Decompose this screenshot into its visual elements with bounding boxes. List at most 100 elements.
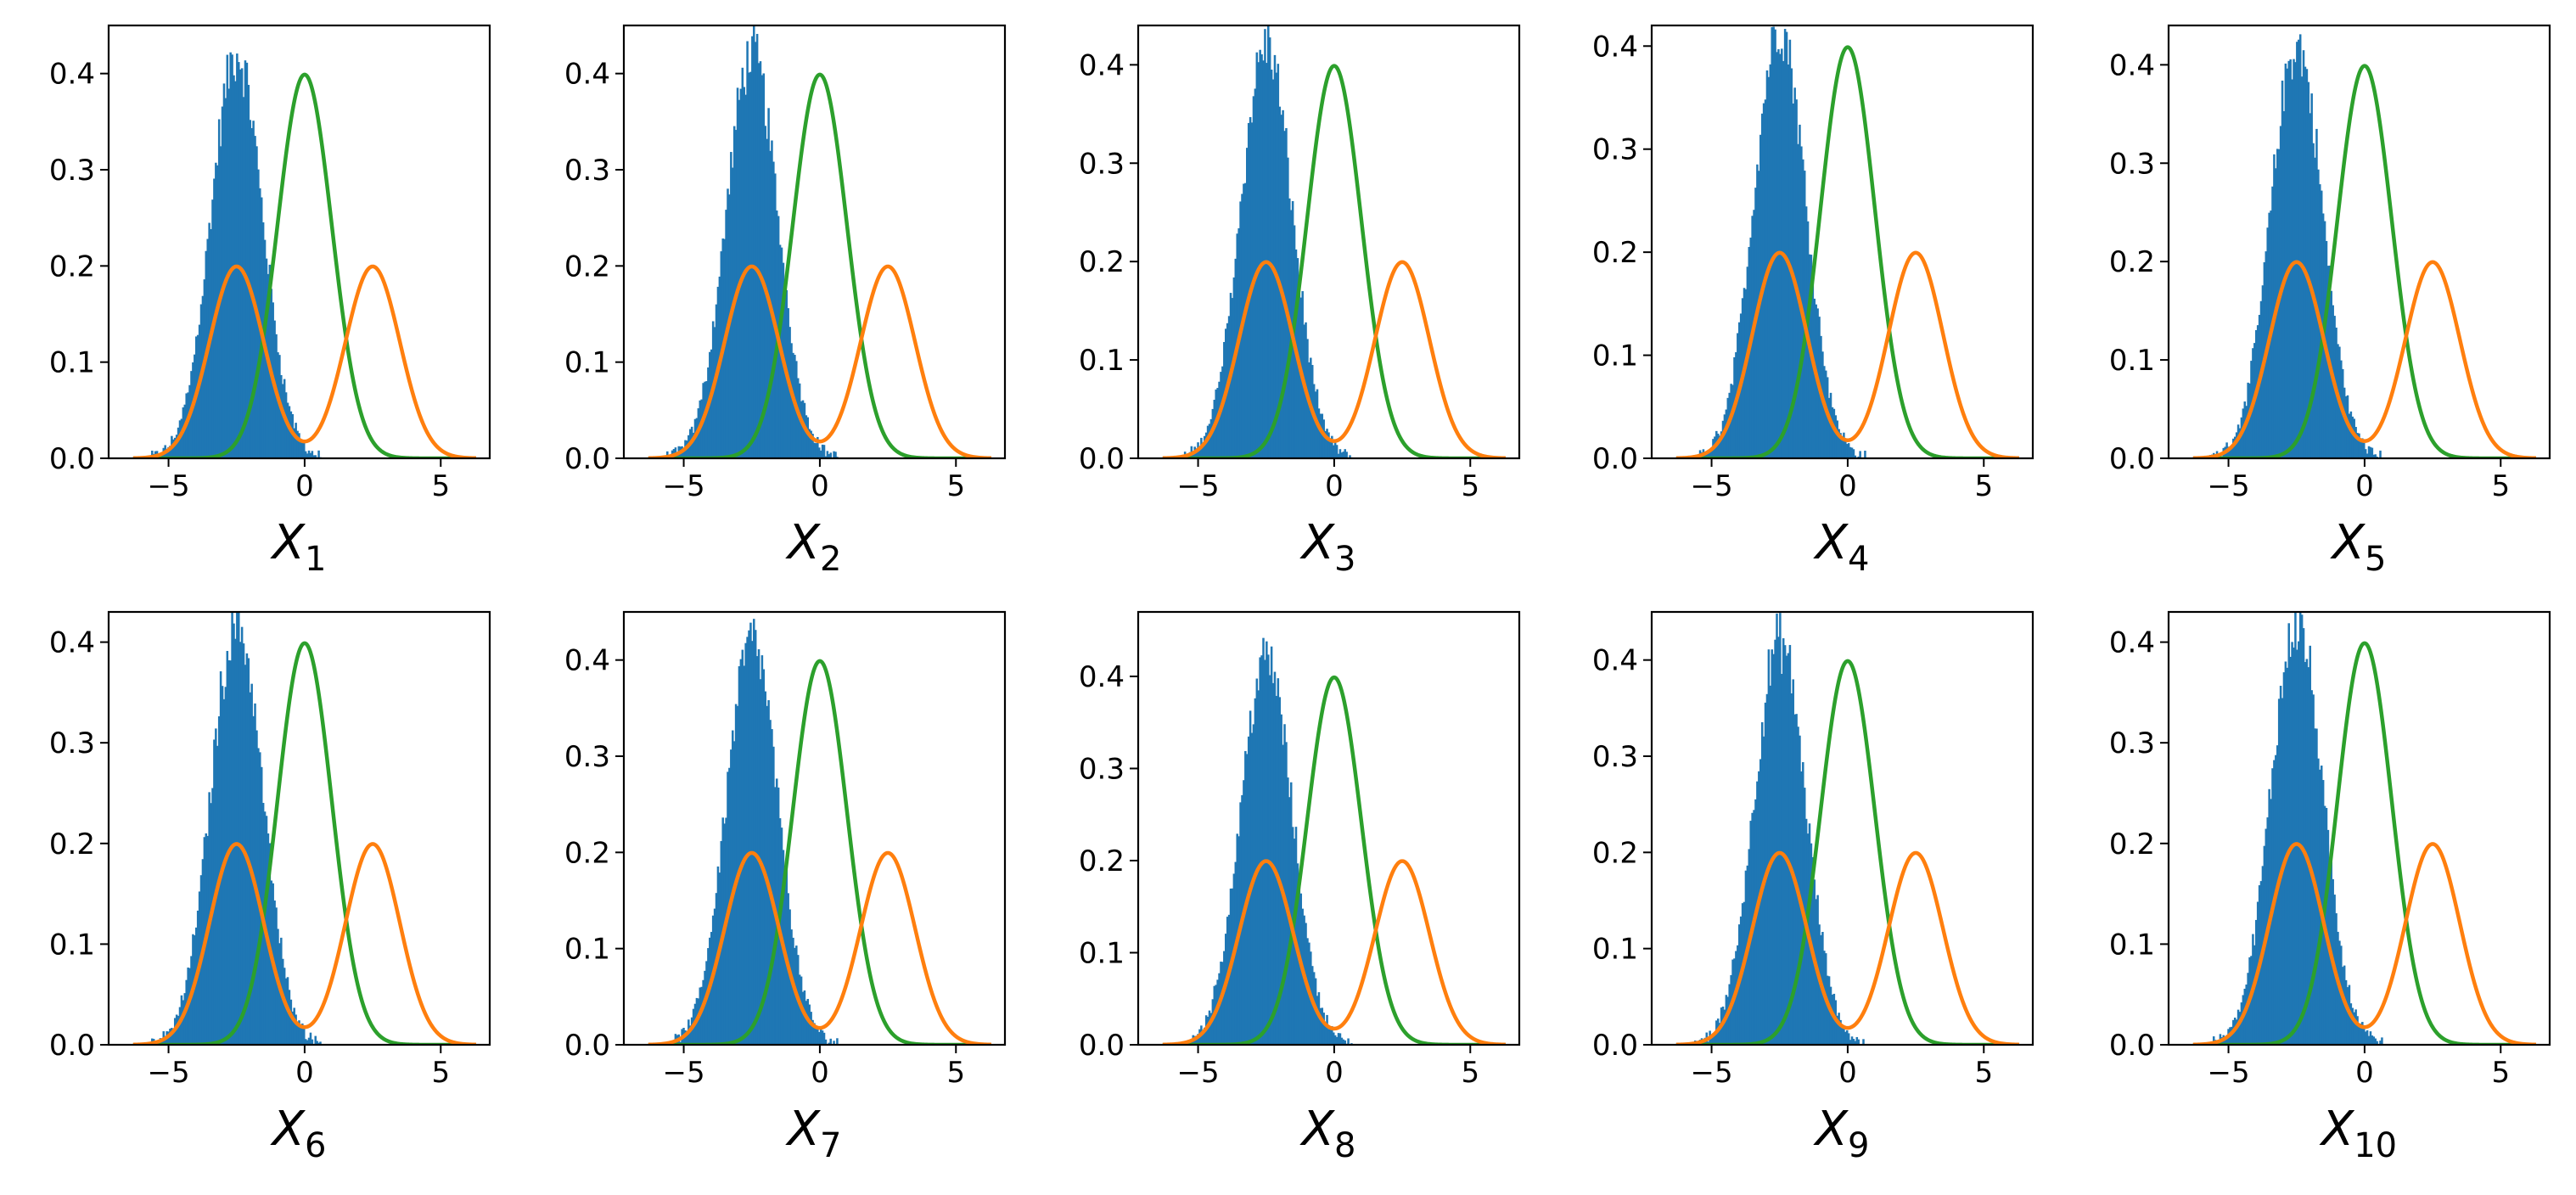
histogram-bar [206,835,209,1045]
histogram-bar [836,1038,839,1045]
histogram-bar [1703,453,1707,458]
histogram-bar [2233,436,2236,458]
histogram-bar [757,648,760,1045]
histogram-bar [245,62,249,458]
histogram-bar [748,630,750,1045]
histogram-bar [288,990,291,1045]
histogram-bar [1721,420,1725,458]
histogram-bar [1823,366,1826,458]
subplot-6: −5 0 5 0.0 0.1 0.2 0.3 0.4 X6 [49,610,491,1165]
histogram-bar [2302,50,2305,458]
histogram-bar [255,146,258,458]
histogram-bar [254,136,256,458]
histogram-bar [2294,62,2297,458]
histogram-bar [1260,655,1263,1045]
histogram-bar [1332,1032,1335,1045]
histogram-bar [2360,439,2362,458]
mixture-curve-line [647,264,993,458]
histogram-bar [295,1014,297,1045]
histogram-bar [1774,29,1776,458]
histogram-bar [2232,438,2235,458]
x-axis-label: X3 [1299,515,1356,579]
histogram-bar [1795,99,1798,458]
histogram-bar [1314,391,1317,458]
histogram-bar [1772,654,1775,1045]
histogram-bar [2353,1012,2355,1045]
plot-area [1161,25,1507,458]
plot-area [647,25,993,458]
histogram-bar [1337,1033,1340,1045]
histogram-bar [1206,425,1209,458]
histogram-bar [1220,372,1222,458]
histogram-bar [2277,698,2281,1045]
histogram-bar [824,1039,828,1045]
histogram-bar [1723,414,1726,458]
x-axis-label-subscript: 8 [1334,1126,1355,1165]
histogram-bar [2298,39,2300,458]
y-tick-label: 0.0 [1079,442,1125,476]
histogram-bar [810,1012,812,1045]
histogram-bar [312,455,316,458]
x-axis-label-base: X [1299,1102,1336,1157]
histogram-bar [732,126,736,458]
histogram-bar [815,443,817,458]
histogram-bar [2231,445,2233,458]
normal-curve-line [647,659,993,1045]
histogram-bar [293,1007,295,1045]
histogram-bar [1301,908,1304,1045]
histogram-bar [1854,1041,1857,1045]
histogram-bar [1344,449,1346,458]
x-axis-label-subscript: 1 [305,540,326,579]
mixture-curve-line [1161,859,1507,1045]
histogram-bar [229,52,232,458]
x-tick-label: −5 [2207,1056,2249,1090]
histogram-bar [790,343,793,458]
histogram-bar [1275,72,1278,458]
mixture-curve-line [1675,850,2021,1045]
histogram-bar [702,979,704,1045]
histogram-bar [302,1028,306,1045]
histogram-bar [744,94,747,458]
histogram-bar [811,434,814,458]
plot-area [132,612,478,1045]
histogram-bar [2304,66,2307,458]
histogram-bar [286,402,289,458]
histogram-bar [730,152,732,458]
histogram-bar [1849,446,1852,458]
histogram-bar [704,970,706,1045]
histogram-bar [1335,1036,1339,1045]
histogram-bar [2349,411,2353,458]
x-axis-label: X7 [785,1102,842,1165]
histogram-bar [1864,451,1866,458]
histogram-bar [2360,1023,2362,1045]
histogram-bar [1841,1028,1844,1045]
histogram-bar [1324,430,1327,458]
y-tick-label: 0.0 [2109,442,2155,476]
histogram-bar [1774,639,1776,1045]
histogram-bar [1197,1034,1199,1045]
histogram-bar [1844,440,1847,458]
histogram-bar [283,968,286,1045]
histogram-bar [1862,1039,1865,1045]
histogram-bar [2315,128,2318,458]
histogram-bar [1270,646,1273,1045]
histogram-bar [300,1027,302,1045]
y-tick-label: 0.1 [1592,339,1638,373]
y-tick-label: 0.4 [49,626,95,660]
histogram-bar [2344,979,2348,1045]
histogram-bar [692,432,695,458]
histogram-bar [2354,426,2357,458]
y-tick-label: 0.0 [2109,1029,2155,1063]
histogram-bar [769,720,772,1045]
histogram-bar [1264,29,1266,458]
histogram-bar [210,228,212,458]
histogram-bar [1267,25,1270,458]
normal-curve-line [2192,64,2538,458]
x-axis-label-base: X [270,1102,306,1157]
histogram-bar [1802,762,1804,1045]
mixture-curve-line [1675,250,2021,458]
histogram-bar [771,140,773,458]
x-tick-label: 5 [1974,469,1993,503]
histogram-bar [1347,1038,1350,1045]
histogram-bar [1285,127,1288,458]
